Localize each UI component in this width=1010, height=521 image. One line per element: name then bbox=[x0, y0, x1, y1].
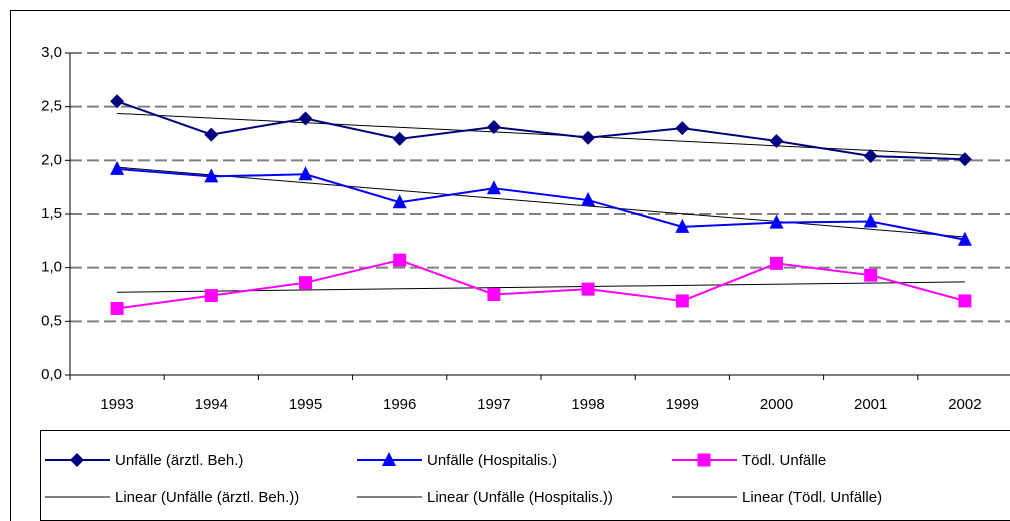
marker bbox=[299, 276, 312, 290]
y-tick-label: 0,5 bbox=[41, 312, 62, 329]
y-tick-label: 2,0 bbox=[41, 151, 62, 168]
marker bbox=[204, 168, 219, 183]
chart-border bbox=[10, 10, 1010, 521]
x-tick-label: 1993 bbox=[100, 396, 133, 413]
y-tick-label: 2,5 bbox=[41, 98, 62, 115]
trendline bbox=[117, 166, 965, 238]
marker bbox=[392, 194, 407, 209]
y-tick-label: 1,5 bbox=[41, 205, 62, 222]
marker bbox=[298, 166, 313, 181]
legend-label: Linear (Unfälle (Hospitalis.)) bbox=[427, 489, 613, 506]
marker bbox=[110, 160, 125, 175]
marker bbox=[487, 288, 501, 301]
x-tick-label: 1995 bbox=[289, 396, 322, 413]
marker bbox=[770, 256, 783, 270]
marker bbox=[204, 289, 218, 303]
legend-label: Tödl. Unfälle bbox=[742, 452, 826, 469]
x-tick-label: 2000 bbox=[760, 396, 793, 413]
marker bbox=[204, 127, 219, 142]
legend-label: Linear (Tödl. Unfälle) bbox=[742, 489, 882, 506]
marker bbox=[382, 452, 396, 466]
marker bbox=[70, 453, 84, 467]
marker bbox=[393, 253, 407, 267]
marker bbox=[957, 152, 972, 167]
x-tick-label: 1994 bbox=[195, 396, 228, 413]
series-line bbox=[117, 167, 966, 241]
marker bbox=[697, 453, 711, 467]
legend-label: Unfälle (Hospitalis.) bbox=[427, 452, 557, 469]
x-tick-label: 1999 bbox=[666, 396, 699, 413]
marker bbox=[486, 180, 501, 195]
x-tick-label: 2001 bbox=[854, 396, 887, 413]
x-tick-label: 1996 bbox=[383, 396, 416, 413]
marker bbox=[863, 213, 878, 228]
marker bbox=[958, 294, 972, 308]
marker bbox=[957, 231, 972, 246]
marker bbox=[675, 218, 690, 233]
x-tick-label: 1997 bbox=[477, 396, 510, 413]
marker bbox=[581, 192, 596, 207]
marker bbox=[769, 134, 784, 149]
series-line bbox=[116, 100, 965, 161]
marker bbox=[863, 149, 878, 164]
marker bbox=[298, 111, 313, 126]
marker bbox=[110, 301, 124, 315]
y-tick-label: 3,0 bbox=[41, 44, 62, 61]
marker bbox=[392, 131, 407, 146]
marker bbox=[581, 130, 596, 145]
legend-label: Unfälle (ärztl. Beh.) bbox=[115, 452, 243, 469]
y-tick-label: 1,0 bbox=[41, 259, 62, 276]
marker bbox=[675, 121, 690, 136]
marker bbox=[769, 214, 784, 229]
x-tick-label: 1998 bbox=[571, 396, 604, 413]
legend-box bbox=[40, 430, 1010, 521]
x-tick-label: 2002 bbox=[948, 396, 981, 413]
marker bbox=[110, 94, 125, 109]
marker bbox=[486, 120, 501, 135]
marker bbox=[581, 282, 595, 296]
marker bbox=[864, 268, 878, 282]
trendline bbox=[117, 281, 965, 293]
trendline bbox=[117, 112, 965, 156]
series-line bbox=[116, 259, 966, 310]
y-tick-label: 0,0 bbox=[41, 366, 62, 383]
marker bbox=[675, 294, 689, 308]
legend-label: Linear (Unfälle (ärztl. Beh.)) bbox=[115, 489, 299, 506]
